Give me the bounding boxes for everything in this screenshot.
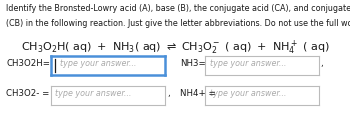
Text: type your answer...: type your answer... xyxy=(60,59,136,68)
Text: CH3O2H=: CH3O2H= xyxy=(6,59,50,68)
Text: ,: , xyxy=(167,89,170,98)
Text: type your answer...: type your answer... xyxy=(210,89,286,98)
Text: NH4+ =: NH4+ = xyxy=(180,89,216,98)
Text: $\mathregular{CH_3O_2H(\ aq)\ +\ NH_3(\ aq)\ \rightleftharpoons\ CH_3O_2^-\ (\ a: $\mathregular{CH_3O_2H(\ aq)\ +\ NH_3(\ … xyxy=(21,39,329,57)
Text: (CB) in the following reaction. Just give the letter abbreviations. Do not use t: (CB) in the following reaction. Just giv… xyxy=(6,19,350,28)
Text: type your answer...: type your answer... xyxy=(55,89,132,98)
Text: Identify the Bronsted-Lowry acid (A), base (B), the conjugate acid (CA), and con: Identify the Bronsted-Lowry acid (A), ba… xyxy=(6,4,350,13)
Text: CH3O2- =: CH3O2- = xyxy=(6,89,50,98)
Text: type your answer...: type your answer... xyxy=(210,59,286,68)
Text: ,: , xyxy=(321,59,323,68)
Text: NH3=: NH3= xyxy=(180,59,206,68)
